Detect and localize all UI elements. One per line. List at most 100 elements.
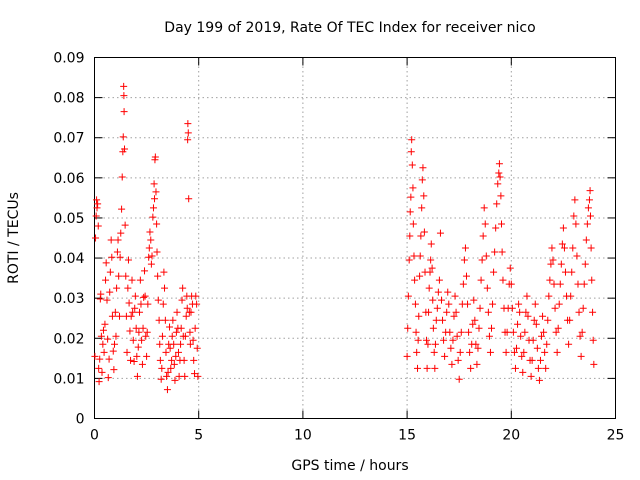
data-point xyxy=(122,272,130,280)
x-axis-label: GPS time / hours xyxy=(291,458,408,474)
data-point xyxy=(440,336,448,344)
data-point xyxy=(444,288,452,296)
data-point xyxy=(551,304,559,312)
data-point xyxy=(155,316,163,324)
data-point xyxy=(143,352,151,360)
x-tick-label: 15 xyxy=(398,428,416,444)
data-point xyxy=(108,312,116,320)
data-point xyxy=(93,204,101,212)
data-point xyxy=(137,300,145,308)
y-tick-label: 0.01 xyxy=(53,371,84,387)
data-point xyxy=(405,256,413,264)
data-point xyxy=(452,308,460,316)
data-point xyxy=(466,348,474,356)
data-point xyxy=(472,340,480,348)
data-point xyxy=(120,108,128,116)
data-point xyxy=(572,220,580,228)
data-point xyxy=(193,344,201,352)
y-tick-label: 0.06 xyxy=(53,171,84,187)
data-point xyxy=(447,344,455,352)
y-tick-label: 0.05 xyxy=(53,211,84,227)
data-point xyxy=(411,300,419,308)
data-point xyxy=(114,236,122,244)
data-point xyxy=(420,192,428,200)
data-point xyxy=(125,299,133,307)
data-point xyxy=(154,272,162,280)
data-point xyxy=(547,260,555,268)
data-point xyxy=(557,260,565,268)
data-point xyxy=(418,176,426,184)
data-point xyxy=(431,364,439,372)
data-point xyxy=(416,272,424,280)
data-point xyxy=(102,276,110,284)
data-point xyxy=(119,133,127,141)
data-point xyxy=(171,376,179,384)
data-point xyxy=(139,324,147,332)
data-point xyxy=(106,268,114,276)
data-point xyxy=(495,160,503,168)
data-point xyxy=(411,276,419,284)
y-tick-label: 0.04 xyxy=(53,251,84,267)
data-point xyxy=(129,336,137,344)
data-point xyxy=(98,368,106,376)
x-tick-label: 20 xyxy=(502,428,520,444)
data-point xyxy=(475,324,483,332)
data-point xyxy=(497,192,505,200)
data-point xyxy=(143,328,151,336)
data-point xyxy=(144,300,152,308)
data-point xyxy=(107,236,115,244)
data-point xyxy=(549,256,557,264)
data-point xyxy=(530,316,538,324)
data-point xyxy=(586,212,594,220)
data-point xyxy=(426,268,434,276)
data-point xyxy=(575,308,583,316)
data-point xyxy=(170,360,178,368)
data-point xyxy=(543,340,551,348)
data-point xyxy=(524,312,532,320)
data-point xyxy=(150,180,158,188)
data-point xyxy=(110,366,118,374)
data-point xyxy=(138,336,146,344)
data-point xyxy=(156,340,164,348)
data-point xyxy=(536,356,544,364)
data-point xyxy=(553,348,561,356)
data-point xyxy=(516,308,524,316)
data-point xyxy=(533,344,541,352)
data-point xyxy=(464,300,472,308)
data-point xyxy=(149,204,157,212)
data-point xyxy=(578,328,586,336)
data-point xyxy=(560,244,568,252)
data-point xyxy=(490,268,498,276)
data-point xyxy=(431,340,439,348)
data-point xyxy=(133,372,141,380)
data-point xyxy=(180,356,188,364)
data-point xyxy=(420,228,428,236)
data-point xyxy=(173,308,181,316)
data-point xyxy=(127,312,135,320)
data-point xyxy=(95,378,103,386)
data-point xyxy=(406,232,414,240)
y-tick-label: 0.09 xyxy=(53,51,84,67)
data-point xyxy=(172,328,180,336)
data-point xyxy=(483,284,491,292)
data-point xyxy=(186,340,194,348)
data-point xyxy=(146,228,154,236)
data-point xyxy=(166,323,174,331)
data-point xyxy=(586,187,594,195)
data-point xyxy=(425,284,433,292)
data-point xyxy=(577,352,585,360)
data-point xyxy=(521,328,529,336)
data-point xyxy=(156,356,164,364)
data-point xyxy=(480,204,488,212)
data-point xyxy=(441,352,449,360)
data-point xyxy=(555,300,563,308)
data-point xyxy=(540,328,548,336)
data-point xyxy=(451,292,459,300)
data-point xyxy=(181,372,189,380)
data-point xyxy=(104,335,112,343)
data-point xyxy=(489,300,497,308)
data-point xyxy=(142,332,150,340)
data-point xyxy=(92,212,100,220)
data-point xyxy=(510,348,518,356)
data-point xyxy=(148,252,156,260)
